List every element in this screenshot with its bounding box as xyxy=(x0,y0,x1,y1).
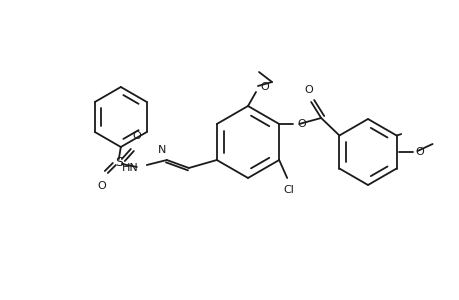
Text: O: O xyxy=(97,181,106,191)
Text: O: O xyxy=(132,131,141,141)
Text: O: O xyxy=(414,147,423,157)
Text: O: O xyxy=(297,119,305,129)
Text: S: S xyxy=(115,155,123,169)
Text: Cl: Cl xyxy=(283,185,294,195)
Text: HN: HN xyxy=(122,163,139,173)
Bar xyxy=(401,121,456,140)
Text: O: O xyxy=(418,125,426,136)
Text: O: O xyxy=(410,125,419,136)
Text: N: N xyxy=(157,145,166,155)
Text: O: O xyxy=(259,82,268,92)
Text: O: O xyxy=(304,85,313,95)
